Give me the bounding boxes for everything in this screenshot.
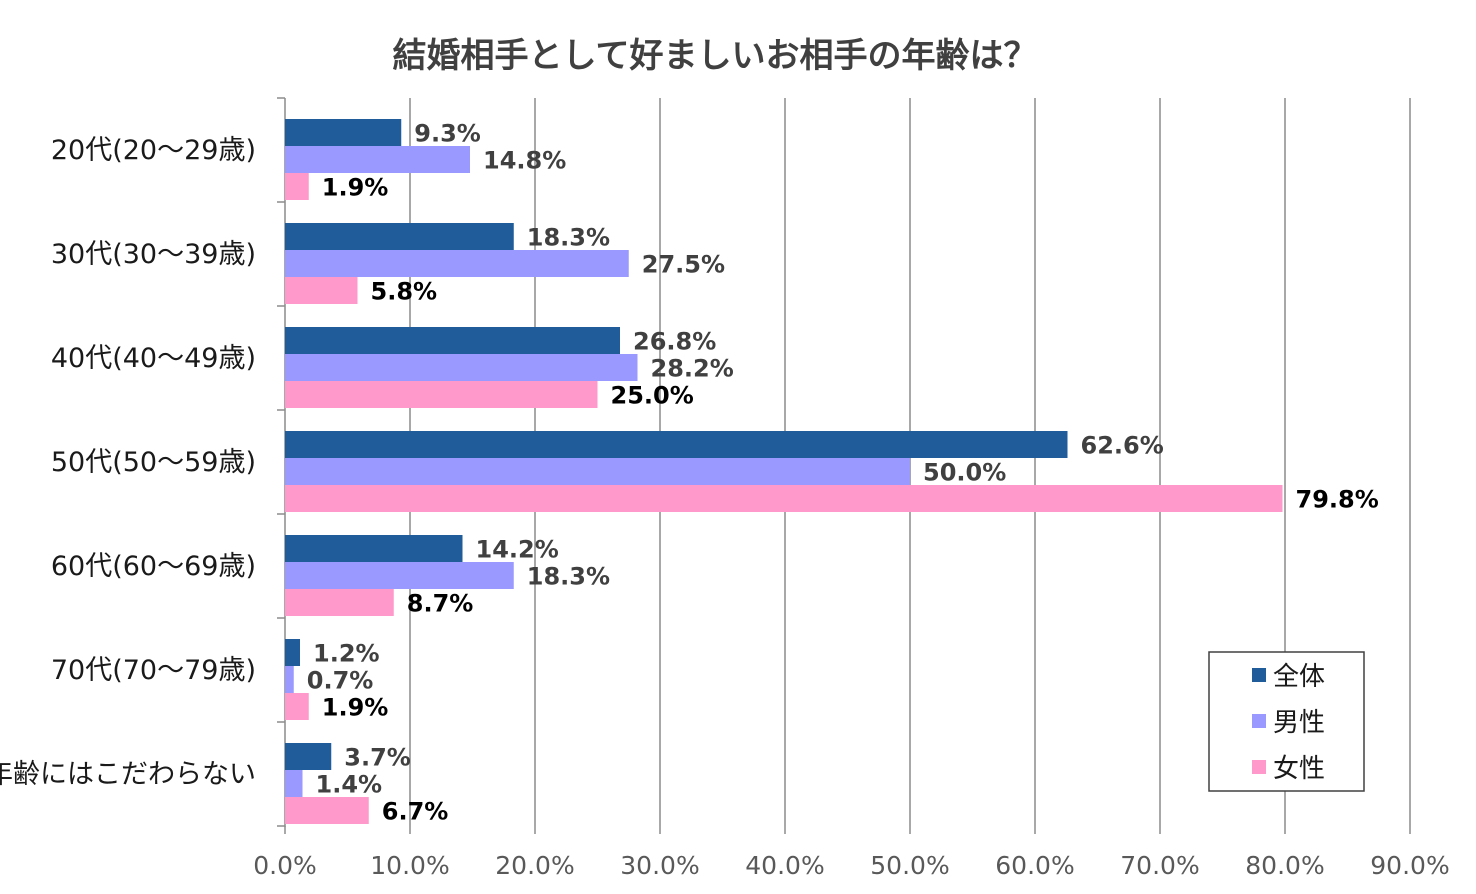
- x-tick-label: 10.0%: [370, 851, 449, 880]
- data-label: 50.0%: [923, 459, 1006, 487]
- category-label: 年齢にはこだわらない: [0, 759, 256, 790]
- x-tick-label: 30.0%: [620, 851, 699, 880]
- category-label: 60代(60～69歳): [51, 551, 256, 582]
- bar-男性: [285, 770, 303, 797]
- bar-女性: [285, 797, 369, 824]
- bar-女性: [285, 589, 394, 616]
- x-tick-label: 70.0%: [1120, 851, 1199, 880]
- bar-全体: [285, 327, 620, 354]
- data-label: 14.8%: [483, 147, 566, 175]
- legend-label: 全体: [1273, 662, 1325, 692]
- data-label: 25.0%: [611, 382, 694, 410]
- category-label: 40代(40～49歳): [51, 343, 256, 374]
- bar-全体: [285, 535, 463, 562]
- x-tick-label: 40.0%: [745, 851, 824, 880]
- bar-全体: [285, 223, 514, 250]
- data-label: 1.2%: [313, 640, 380, 668]
- bar-男性: [285, 250, 629, 277]
- x-tick-label: 90.0%: [1370, 851, 1449, 880]
- data-label: 26.8%: [633, 328, 716, 356]
- category-label: 30代(30～39歳): [51, 239, 256, 270]
- data-label: 1.9%: [322, 174, 389, 202]
- legend-swatch: [1252, 760, 1266, 774]
- x-tick-label: 50.0%: [870, 851, 949, 880]
- bar-全体: [285, 119, 402, 146]
- bar-全体: [285, 743, 332, 770]
- data-label: 62.6%: [1081, 432, 1164, 460]
- data-label: 28.2%: [651, 355, 734, 383]
- data-label: 79.8%: [1296, 486, 1379, 514]
- data-label: 6.7%: [382, 798, 449, 826]
- bar-女性: [285, 381, 598, 408]
- data-label: 27.5%: [642, 251, 725, 279]
- legend-swatch: [1252, 714, 1266, 728]
- data-label: 18.3%: [527, 563, 610, 591]
- bar-男性: [285, 354, 638, 381]
- data-label: 0.7%: [307, 667, 374, 695]
- data-label: 1.9%: [322, 694, 389, 722]
- category-label: 70代(70～79歳): [51, 655, 256, 686]
- x-tick-label: 80.0%: [1245, 851, 1324, 880]
- bar-女性: [285, 173, 309, 200]
- category-label: 50代(50～59歳): [51, 447, 256, 478]
- bar-女性: [285, 277, 358, 304]
- data-label: 1.4%: [316, 771, 383, 799]
- bar-男性: [285, 562, 514, 589]
- bar-男性: [285, 666, 294, 693]
- legend-swatch: [1252, 668, 1266, 682]
- chart-title: 結婚相手として好ましいお相手の年齢は？: [392, 36, 1038, 76]
- x-tick-label: 20.0%: [495, 851, 574, 880]
- x-tick-label: 0.0%: [253, 851, 317, 880]
- legend-label: 男性: [1273, 708, 1325, 738]
- data-label: 14.2%: [476, 536, 559, 564]
- bar-全体: [285, 431, 1068, 458]
- bar-女性: [285, 485, 1283, 512]
- category-label: 20代(20～29歳): [51, 135, 256, 166]
- data-label: 9.3%: [414, 120, 481, 148]
- bar-全体: [285, 639, 300, 666]
- data-label: 8.7%: [407, 590, 474, 618]
- bar-男性: [285, 146, 470, 173]
- bar-女性: [285, 693, 309, 720]
- bar-男性: [285, 458, 910, 485]
- legend-label: 女性: [1273, 754, 1325, 784]
- data-label: 5.8%: [371, 278, 438, 306]
- data-label: 3.7%: [344, 744, 411, 772]
- data-label: 18.3%: [527, 224, 610, 252]
- legend-box: [1208, 651, 1365, 792]
- x-tick-label: 60.0%: [995, 851, 1074, 880]
